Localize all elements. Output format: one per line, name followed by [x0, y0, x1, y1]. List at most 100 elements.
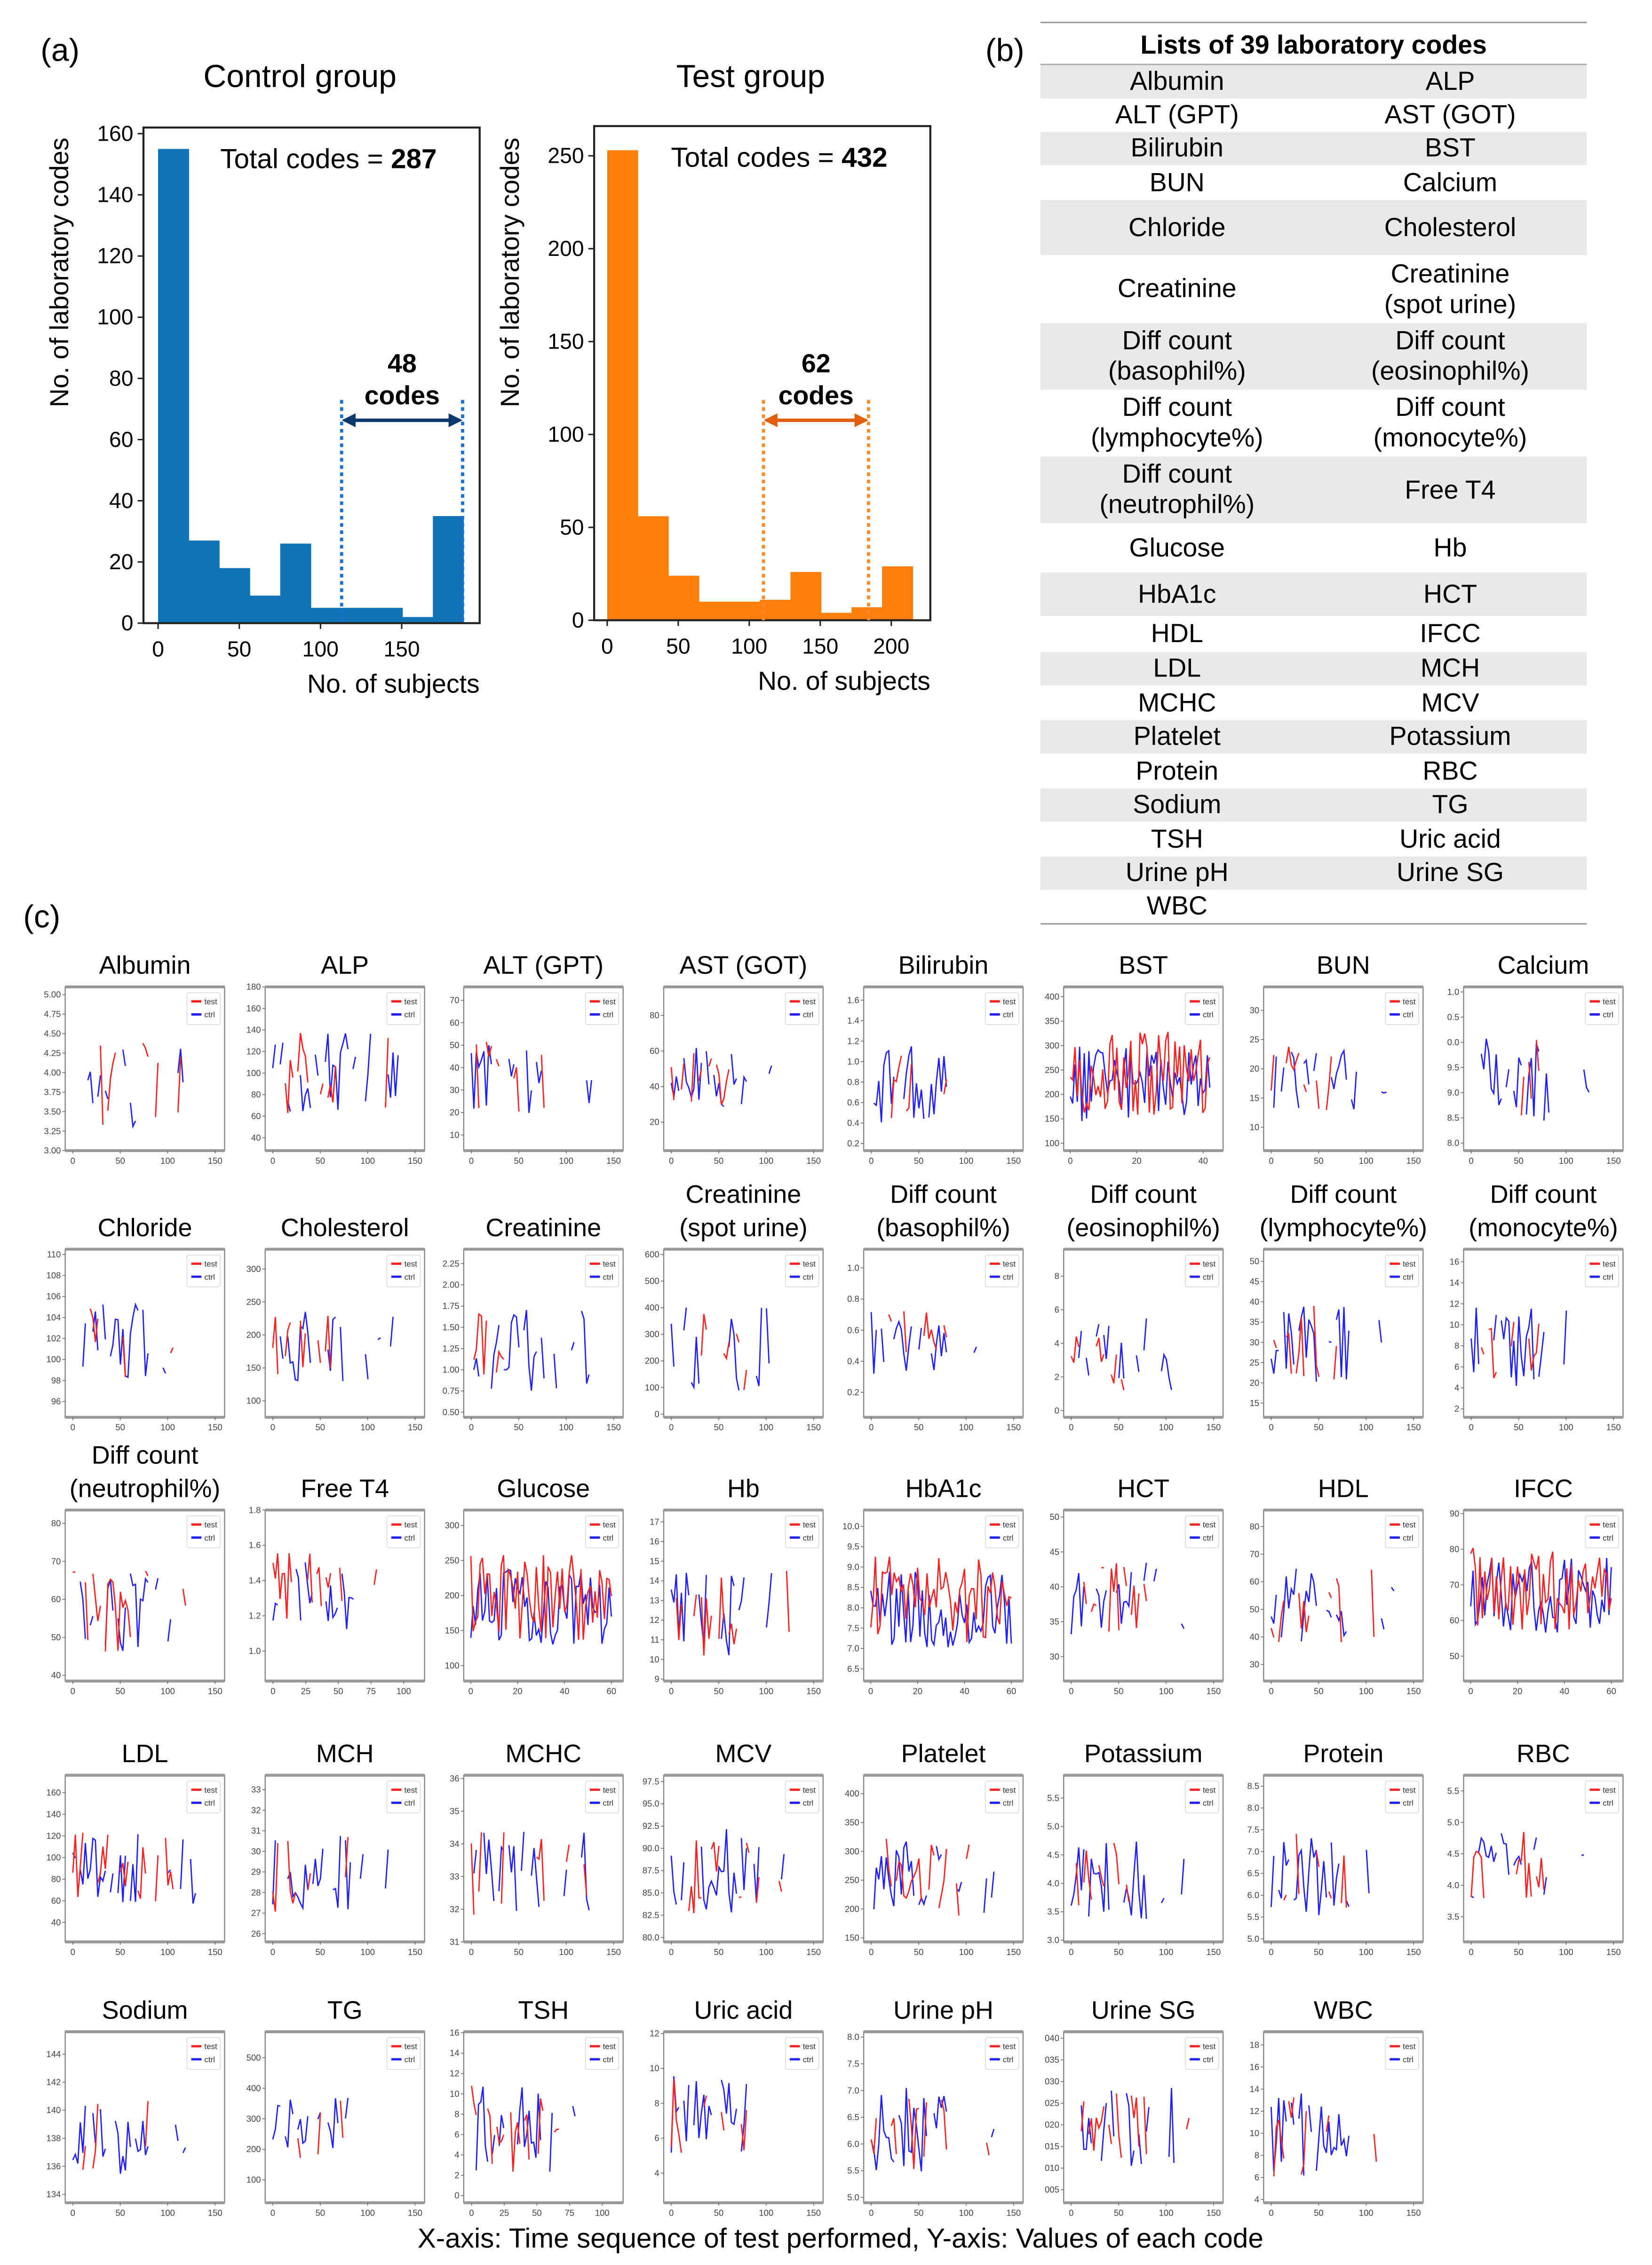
lab-plot-tsh: TSH 0 2 4 6 8 10 12 14 16 0 25 50 75 100 test ctrl: [450, 1996, 624, 2217]
lab-plot-ast-got: AST (GOT) 20 40 60 80 0 50 100 150 test ctrl: [650, 951, 824, 1166]
ctrl-series-line: [1143, 1563, 1147, 1581]
x-tick-label: 100: [302, 637, 339, 661]
legend-label: ctrl: [204, 1799, 215, 1808]
y-tick-label: 8.5: [1247, 1781, 1259, 1791]
test-series-line: [1098, 1865, 1104, 1887]
legend-label: ctrl: [405, 1799, 415, 1808]
ctrl-series-line: [740, 1075, 747, 1105]
x-tick-label: 25: [500, 2208, 509, 2217]
x-tick-label: 50: [315, 1423, 325, 1432]
ctrl-series-line: [89, 1616, 94, 1626]
legend-label: ctrl: [1403, 2055, 1414, 2064]
lab-plot-bilirubin: Bilirubin 0.2 0.4 0.6 0.8 1.0 1.2 1.4 1.6 0 50 100 1…: [847, 951, 1024, 1166]
x-tick-label: 150: [1406, 2208, 1421, 2217]
legend-label: ctrl: [1403, 1010, 1414, 1019]
legend-label: test: [1003, 1786, 1016, 1795]
y-tick-label: 4.0: [1047, 1878, 1059, 1888]
y-tick-label: 50: [560, 515, 584, 539]
test-series-line: [1520, 1076, 1525, 1116]
plot-legend: test ctrl: [186, 1254, 221, 1287]
x-tick-label: 0: [469, 2208, 474, 2217]
x-tick-label: 20: [513, 1686, 523, 1696]
plot-legend: test ctrl: [386, 1254, 421, 1287]
x-tick-label: 100: [1359, 2208, 1374, 2217]
legend-label: ctrl: [204, 1010, 215, 1019]
y-tick-label: 4.5: [1447, 1849, 1460, 1859]
plot-title: (spot urine): [679, 1214, 808, 1242]
x-tick-label: 40: [1560, 1686, 1570, 1696]
lab-plot-creatinine-spot-urine: Creatinine(spot urine)010020030040050060…: [645, 1180, 824, 1432]
ctrl-series-line: [1136, 1355, 1140, 1372]
y-tick-label: 3.75: [44, 1087, 61, 1097]
y-tick-label: 30: [450, 1085, 460, 1095]
legend-label: test: [603, 1520, 616, 1529]
x-tick-label: 100: [1159, 1686, 1174, 1696]
ctrl-series-line: [473, 1358, 480, 1377]
plot-title: Diff count: [1090, 1180, 1197, 1208]
x-tick-label: 100: [360, 2208, 375, 2217]
y-tick-label: 100: [97, 305, 133, 329]
y-tick-label: 12: [650, 2028, 659, 2038]
ctrl-series-line: [1096, 1588, 1107, 1628]
plot-legend: test ctrl: [386, 1515, 421, 1549]
ctrl-series-line: [1103, 1326, 1110, 1359]
legend-label: ctrl: [803, 1272, 814, 1281]
table-row: WBC: [1040, 890, 1587, 923]
y-tick-label: 6: [1055, 1304, 1059, 1314]
y-tick-label: 140: [47, 1809, 61, 1819]
y-tick-label: 16: [650, 1536, 659, 1546]
test-series-line: [723, 1342, 730, 1361]
ctrl-series-line: [287, 1865, 309, 1911]
table-cell: Glucose: [1129, 532, 1225, 562]
ctrl-series-line: [930, 1325, 947, 1370]
ctrl-series-line: [983, 1878, 987, 1913]
x-tick-label: 100: [1359, 1156, 1374, 1166]
table-cell: Urine SG: [1396, 858, 1504, 887]
legend-label: ctrl: [1603, 1272, 1613, 1281]
x-tick-label: 50: [315, 1156, 325, 1166]
legend-label: test: [1203, 2042, 1216, 2051]
y-tick-label: 0.4: [847, 1356, 859, 1366]
x-tick-label: 150: [1406, 1156, 1421, 1166]
x-tick-label: 150: [1606, 1423, 1621, 1432]
test-series-line: [943, 1325, 947, 1338]
plot-title: Calcium: [1498, 951, 1589, 979]
ctrl-series-line: [1335, 1307, 1350, 1380]
test-series-line: [1083, 1582, 1087, 1604]
test-series-line: [89, 1308, 99, 1342]
ctrl-series-line: [1278, 1842, 1289, 1899]
y-tick-label: 98: [51, 1375, 61, 1385]
x-tick-label: 100: [1359, 1686, 1374, 1696]
y-tick-label: 6: [1255, 2172, 1259, 2182]
y-tick-label: 15: [650, 1556, 659, 1566]
chart-title: Test group: [676, 59, 825, 94]
ctrl-series-line: [870, 1312, 877, 1374]
lab-plot-diff-count-eosinophil: Diff count (eosinophil%) 0 2 4 6 8 0 50 100 150 tes…: [1055, 1180, 1224, 1432]
test-series-line: [327, 1066, 336, 1103]
ctrl-series-line: [755, 1308, 762, 1386]
y-tick-label: 3.25: [44, 1126, 61, 1136]
ctrl-series-line: [1271, 2098, 1287, 2171]
ctrl-series-line: [295, 1569, 302, 1621]
legend-label: test: [405, 997, 418, 1006]
table-cell: MCHC: [1138, 687, 1216, 717]
ctrl-series-line: [314, 1054, 319, 1076]
table-bottom-rule: [1040, 923, 1587, 925]
test-series-line: [145, 1571, 149, 1576]
x-tick-label: 100: [959, 2208, 974, 2217]
x-tick-label: 100: [559, 1947, 573, 1957]
ctrl-series-line: [1390, 1587, 1395, 1592]
x-tick-label: 50: [532, 2208, 542, 2217]
ctrl-series-line: [279, 1336, 284, 1359]
x-tick-label: 0: [1469, 1947, 1474, 1957]
test-series-line: [1070, 1336, 1080, 1363]
x-tick-label: 50: [1114, 1947, 1124, 1957]
test-series-line: [1186, 2118, 1190, 2130]
ctrl-series-line: [683, 1307, 687, 1331]
y-tick-label: 0.4: [847, 1118, 859, 1128]
x-tick-label: 0: [71, 1686, 75, 1696]
x-tick-label: 60: [1007, 1686, 1017, 1696]
ctrl-series-line: [345, 2098, 349, 2119]
x-tick-label: 150: [208, 1686, 222, 1696]
legend-label: test: [405, 2042, 418, 2051]
